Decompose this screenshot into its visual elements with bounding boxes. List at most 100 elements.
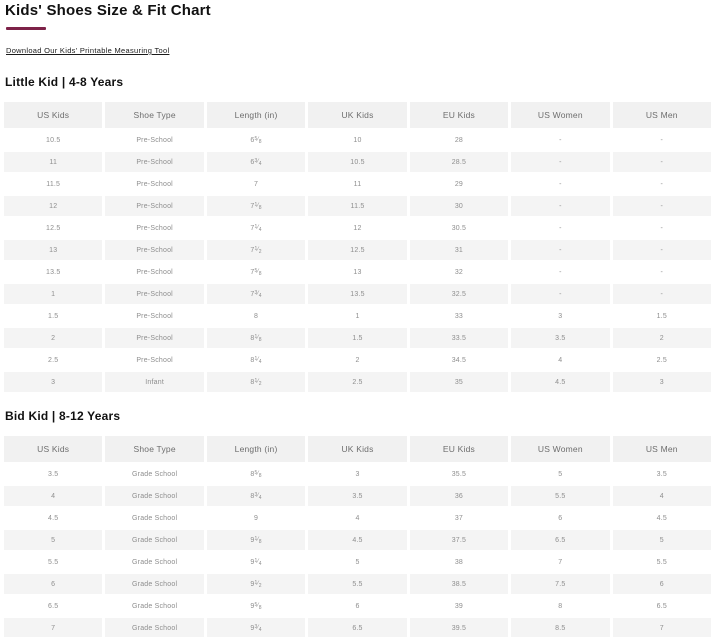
column-header: EU Kids [409, 436, 509, 462]
table-cell: Pre-School [105, 196, 204, 216]
table-cell: 13 [308, 262, 407, 282]
table-cell: 33 [409, 306, 509, 326]
table-cell: 10 [308, 130, 407, 150]
table-cell: 39 [409, 596, 509, 616]
table-cell: 30 [409, 196, 509, 216]
column-header: US Women [511, 436, 610, 462]
table-cell: 6.5 [511, 530, 610, 550]
table-cell: Pre-School [105, 152, 204, 172]
column-header: Length (in) [206, 102, 306, 128]
table-cell: 3 [308, 464, 407, 484]
table-cell: Pre-School [105, 350, 204, 370]
table-cell: 11.5 [308, 196, 407, 216]
column-header: UK Kids [308, 436, 407, 462]
table-cell: 8 [511, 596, 610, 616]
table-cell: 1 [4, 284, 103, 304]
table-cell: 8 1 ⁄ 2 [206, 372, 306, 392]
table-cell: - [511, 130, 610, 150]
table-cell: 3.5 [511, 328, 610, 348]
table-cell: 7 5 ⁄ 8 [206, 262, 306, 282]
table-cell: 5 [612, 530, 711, 550]
table-cell: Grade School [105, 530, 204, 550]
table-cell: Pre-School [105, 130, 204, 150]
section-heading-little-kid: Little Kid | 4-8 Years [5, 75, 124, 89]
table-cell: 9 1 ⁄ 4 [206, 552, 306, 572]
column-header: US Women [511, 102, 610, 128]
table-cell: 4.5 [511, 372, 610, 392]
table-cell: - [511, 262, 610, 282]
column-header: Length (in) [206, 436, 306, 462]
table-cell: 8 3 ⁄ 4 [206, 486, 306, 506]
table-cell: 7 1 ⁄ 4 [206, 218, 306, 238]
table-cell: 13.5 [4, 262, 103, 282]
table-cell: 5.5 [612, 552, 711, 572]
table-cell: 9 1 ⁄ 2 [206, 574, 306, 594]
table-cell: 31 [409, 240, 509, 260]
table-cell: - [511, 218, 610, 238]
table-cell: 32 [409, 262, 509, 282]
table-cell: Pre-School [105, 262, 204, 282]
table-cell: - [511, 240, 610, 260]
table-cell: 34.5 [409, 350, 509, 370]
table-cell: 6 [308, 596, 407, 616]
table-cell: 6 [511, 508, 610, 528]
table-cell: 3 [511, 306, 610, 326]
table-cell: 5.5 [511, 486, 610, 506]
table-cell: 4.5 [4, 508, 103, 528]
table-cell: Pre-School [105, 306, 204, 326]
table-cell: Grade School [105, 552, 204, 572]
table-cell: Grade School [105, 486, 204, 506]
table-cell: 11 [4, 152, 103, 172]
table-cell: 29 [409, 174, 509, 194]
table-cell: 4 [4, 486, 103, 506]
table-cell: 4 [612, 486, 711, 506]
table-cell: 2 [612, 328, 711, 348]
table-cell: 7 3 ⁄ 4 [206, 284, 306, 304]
table-cell: 5 [4, 530, 103, 550]
table-cell: 2.5 [4, 350, 103, 370]
table-cell: 1.5 [4, 306, 103, 326]
table-cell: 2.5 [308, 372, 407, 392]
table-cell: - [612, 174, 711, 194]
table-cell: 9 1 ⁄ 8 [206, 530, 306, 550]
table-cell: Grade School [105, 574, 204, 594]
table-cell: 37 [409, 508, 509, 528]
table-cell: - [511, 152, 610, 172]
table-cell: 33.5 [409, 328, 509, 348]
table-cell: 6 [4, 574, 103, 594]
table-cell: 5 [308, 552, 407, 572]
table-cell: 6 [612, 574, 711, 594]
table-cell: Grade School [105, 596, 204, 616]
table-cell: 4.5 [308, 530, 407, 550]
table-cell: 35.5 [409, 464, 509, 484]
table-cell: 35 [409, 372, 509, 392]
column-header: Shoe Type [105, 102, 204, 128]
table-cell: 6 3 ⁄ 4 [206, 152, 306, 172]
table-cell: 11.5 [4, 174, 103, 194]
table-cell: 12.5 [4, 218, 103, 238]
table-cell: 36 [409, 486, 509, 506]
table-cell: 3 [612, 372, 711, 392]
table-cell: 7 [612, 618, 711, 637]
table-cell: - [612, 152, 711, 172]
table-cell: 38.5 [409, 574, 509, 594]
table-cell: 3.5 [612, 464, 711, 484]
table-cell: 5 [511, 464, 610, 484]
table-cell: 2 [308, 350, 407, 370]
download-measuring-tool-link[interactable]: Download Our Kids' Printable Measuring T… [6, 46, 170, 55]
table-cell: 28 [409, 130, 509, 150]
table-cell: 7 1 ⁄ 2 [206, 240, 306, 260]
column-header: US Men [612, 102, 711, 128]
table-cell: 9 [206, 508, 306, 528]
table-cell: 12 [4, 196, 103, 216]
table-cell: 12.5 [308, 240, 407, 260]
table-cell: 6.5 [612, 596, 711, 616]
table-cell: 39.5 [409, 618, 509, 637]
table-cell: 13 [4, 240, 103, 260]
table-cell: 4 [308, 508, 407, 528]
column-header: EU Kids [409, 102, 509, 128]
table-cell: 6 5 ⁄ 8 [206, 130, 306, 150]
table-cell: 7 [511, 552, 610, 572]
table-cell: 37.5 [409, 530, 509, 550]
